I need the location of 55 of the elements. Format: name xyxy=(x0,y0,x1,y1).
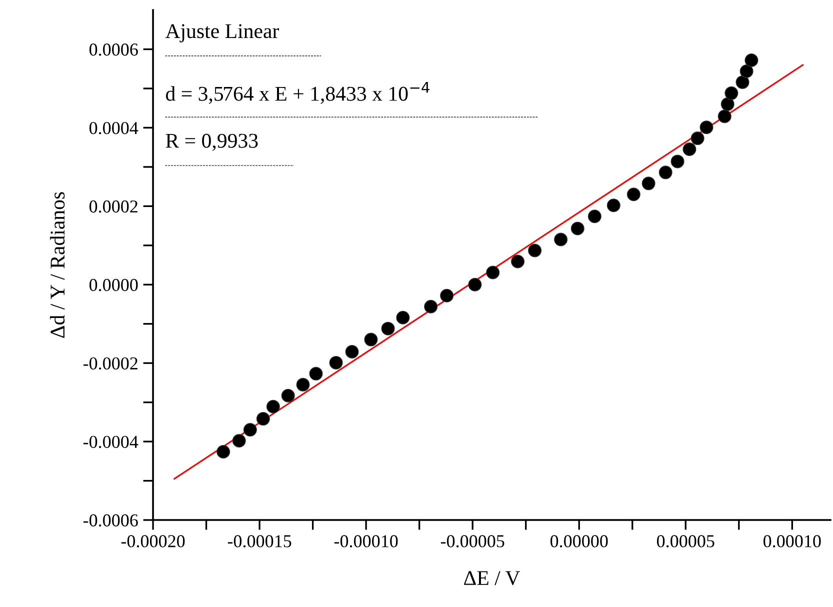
point xyxy=(690,132,704,146)
y-tick-label: 0.0004 xyxy=(89,122,138,134)
x-tick-label: -0.00005 xyxy=(440,535,504,548)
point xyxy=(724,86,738,100)
point xyxy=(670,154,684,168)
y-tick-label: -0.0006 xyxy=(83,514,138,527)
point xyxy=(528,244,542,258)
point xyxy=(511,254,525,268)
point xyxy=(554,232,568,246)
point xyxy=(740,64,754,78)
point xyxy=(364,332,378,346)
point xyxy=(588,210,602,224)
y-tick-label: -0.0002 xyxy=(83,357,138,370)
point xyxy=(424,300,438,314)
y-axis-title: Δd / Y / Radianos xyxy=(50,192,65,338)
annotation: Ajuste Linear xyxy=(165,24,279,42)
point xyxy=(329,356,343,370)
point xyxy=(216,445,230,459)
point xyxy=(658,166,672,180)
x-tick-label: 0.00000 xyxy=(550,535,608,548)
x-axis-title: ΔE / V xyxy=(464,571,520,586)
x-tick-label: -0.00020 xyxy=(121,535,185,548)
point xyxy=(266,400,280,414)
point xyxy=(345,344,359,358)
y-tick-label: 0.0006 xyxy=(89,44,138,56)
y-tick-label: -0.0004 xyxy=(83,436,138,448)
point xyxy=(486,266,500,280)
x-tick-label: -0.00010 xyxy=(334,535,398,548)
y-tick-label: 0.0000 xyxy=(89,278,138,292)
point xyxy=(682,142,696,156)
point xyxy=(736,75,750,89)
point xyxy=(281,388,295,402)
point xyxy=(256,412,270,426)
point xyxy=(296,378,310,392)
point xyxy=(309,366,323,380)
x-tick-label: 0.00010 xyxy=(764,535,821,548)
point xyxy=(396,310,410,324)
x-tick-label: -0.00015 xyxy=(228,535,292,548)
point xyxy=(606,198,620,212)
x-tick-label: 0.00005 xyxy=(656,535,714,548)
point xyxy=(718,110,732,124)
point xyxy=(468,278,482,292)
point xyxy=(626,188,640,202)
point xyxy=(700,120,714,134)
point xyxy=(381,322,395,336)
annotation: d = 3,5764 x E + 1,8433 x 10$^{−4}$ xyxy=(166,82,430,104)
point xyxy=(440,288,454,302)
y-tick-label: 0.0002 xyxy=(89,200,138,213)
point xyxy=(570,222,584,236)
annotation: R = 0,9933 xyxy=(166,134,258,151)
point xyxy=(720,97,734,111)
point xyxy=(243,423,257,437)
point xyxy=(642,176,656,190)
point xyxy=(744,53,758,67)
point xyxy=(232,434,246,448)
